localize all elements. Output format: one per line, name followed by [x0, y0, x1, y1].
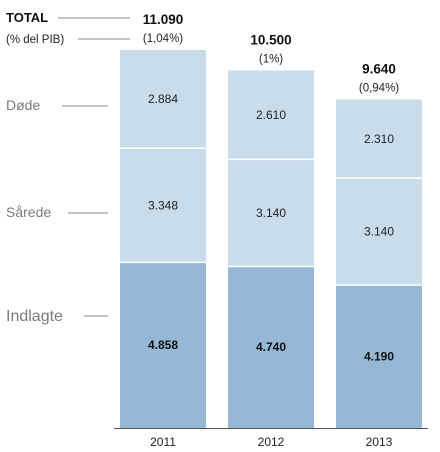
series-label-sarede: Sårede [6, 204, 51, 220]
data-label-indlagte-2013: 4.190 [364, 350, 394, 364]
x-tick-2013: 2013 [366, 435, 393, 449]
bar-segment-dde-2011 [120, 50, 206, 149]
data-label-srede-2013: 3.140 [364, 225, 394, 239]
data-label-indlagte-2012: 4.740 [256, 340, 286, 354]
bars-layer [114, 50, 428, 429]
series-label-indlagte: Indlagte [6, 308, 63, 325]
x-tick-2012: 2012 [258, 435, 285, 449]
data-label-indlagte-2011: 4.858 [148, 338, 178, 352]
bar-segment-srede-2011 [120, 148, 206, 263]
labels-layer: 4.858 3.348 2.884 11.090 (1,04%) 2011 4.740 3.1… [143, 12, 400, 449]
bar-segment-indlagte-2012 [228, 266, 314, 428]
data-label-dde-2011: 2.884 [148, 92, 178, 106]
data-label-dde-2012: 2.610 [256, 108, 286, 122]
total-pct-2013: (0,94%) [359, 82, 399, 94]
total-value-2012: 10.500 [250, 32, 291, 47]
total-value-2013: 9.640 [362, 61, 396, 76]
bar-segment-indlagte-2011 [120, 262, 206, 428]
bar-segment-srede-2012 [228, 159, 314, 267]
x-tick-2011: 2011 [150, 435, 176, 449]
total-label: TOTAL [6, 10, 48, 25]
total-pct-2012: (1%) [259, 53, 283, 65]
data-label-dde-2013: 2.310 [364, 132, 394, 146]
bar-segment-srede-2013 [336, 178, 422, 286]
total-pct-2011: (1,04%) [143, 33, 183, 45]
bar-segment-dde-2012 [228, 70, 314, 160]
series-label-dode: Døde [6, 97, 40, 113]
data-label-srede-2012: 3.140 [256, 206, 286, 220]
bar-segment-dde-2013 [336, 99, 422, 179]
pib-label: (% del PIB) [6, 34, 64, 46]
data-label-srede-2011: 3.348 [148, 198, 178, 212]
total-value-2011: 11.090 [143, 12, 184, 27]
bar-segment-indlagte-2013 [336, 285, 422, 428]
